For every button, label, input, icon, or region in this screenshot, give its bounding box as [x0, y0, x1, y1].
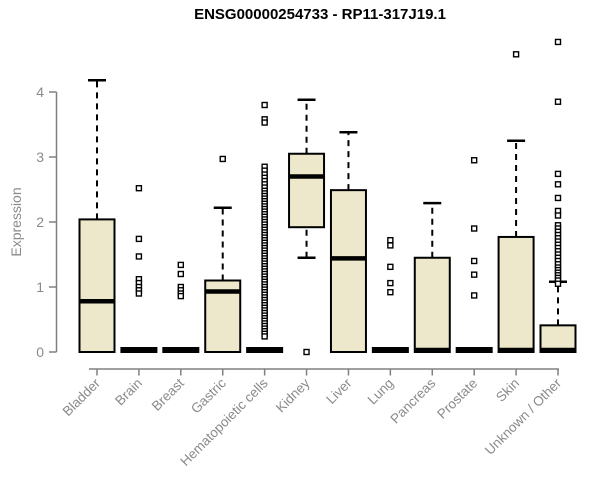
outlier-point [470, 271, 478, 278]
outlier-point [387, 279, 394, 287]
outlier-point [470, 257, 478, 265]
outlier-point [512, 51, 520, 58]
x-tick-label: Gastric [188, 375, 229, 416]
outlier-point [303, 348, 310, 356]
outlier-point [135, 253, 143, 260]
outlier-point [554, 170, 562, 178]
collapsed-box [246, 347, 284, 353]
x-tick-label: Breast [149, 375, 187, 413]
outlier-point [554, 280, 562, 287]
y-tick-label: 0 [36, 344, 44, 360]
x-tick-label: Kidney [273, 375, 313, 415]
outlier-point [177, 261, 185, 269]
box [413, 256, 451, 353]
outlier-point [261, 101, 268, 109]
y-tick-label: 3 [36, 149, 44, 165]
x-tick-label: Skin [493, 376, 522, 405]
y-axis-title: Expression [8, 187, 24, 257]
box [329, 189, 367, 353]
outlier-point [387, 289, 394, 296]
outlier-point [470, 292, 478, 299]
y-tick-label: 4 [36, 84, 44, 100]
outlier-point [135, 290, 143, 297]
x-tick-label: Unknown / Other [482, 375, 565, 458]
outlier-point [554, 98, 562, 105]
x-tick-label: Bladder [60, 375, 104, 419]
x-tick-label: Brain [112, 376, 145, 409]
outlier-point [387, 242, 394, 249]
outlier-point [261, 119, 268, 126]
x-tick-label: Prostate [434, 376, 480, 422]
x-tick-label: Liver [323, 375, 355, 407]
collapsed-box [455, 347, 493, 353]
collapsed-box [120, 347, 158, 353]
outlier-point [554, 181, 562, 188]
outlier-point [554, 212, 562, 219]
x-tick-label: Pancreas [387, 375, 438, 426]
outlier-point [135, 235, 143, 243]
x-tick-label: Lung [365, 376, 397, 408]
outlier-point [261, 333, 268, 340]
y-tick-label: 2 [36, 214, 44, 230]
outlier-point [554, 194, 562, 202]
outlier-point [219, 155, 226, 163]
outlier-point [387, 263, 394, 271]
box [288, 152, 326, 229]
outlier-point [470, 157, 478, 164]
outlier-point [177, 270, 185, 278]
outlier-point [470, 225, 478, 232]
outlier-point [387, 236, 394, 244]
box [78, 218, 116, 353]
chart-title: ENSG00000254733 - RP11-317J19.1 [194, 6, 446, 23]
collapsed-box [371, 347, 409, 353]
outlier-point [177, 292, 185, 300]
outlier-point [554, 38, 562, 46]
collapsed-box [162, 347, 200, 353]
outlier-point [135, 184, 143, 192]
y-tick-label: 1 [36, 279, 44, 295]
box [497, 235, 535, 353]
